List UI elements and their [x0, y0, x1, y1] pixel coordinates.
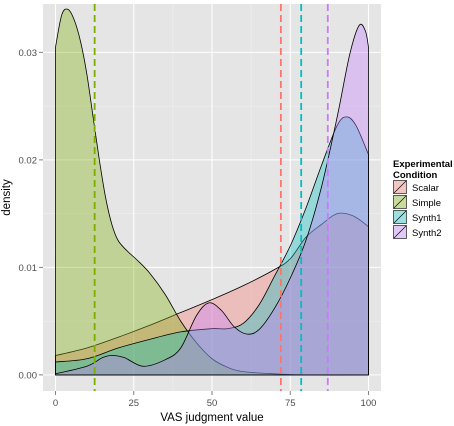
y-tick-label: 0.00	[19, 370, 38, 381]
legend-title-line-1: Experimental	[393, 159, 453, 170]
y-tick-label: 0.02	[19, 155, 38, 166]
mean-lines	[93, 4, 329, 391]
legend-label-scalar: Scalar	[412, 183, 439, 194]
density-area-simple	[55, 8, 369, 376]
x-tick-label: 50	[207, 398, 218, 409]
density-areas	[55, 8, 369, 376]
density-area-scalar	[55, 212, 369, 376]
legend-label-synth2: Synth2	[412, 228, 442, 239]
legend-label-simple: Simple	[412, 198, 441, 209]
legend: Experimental Condition Scalar Simple Synth…	[392, 159, 453, 240]
legend-label-synth1: Synth1	[412, 213, 442, 224]
x-tick-label: 0	[53, 398, 58, 409]
density-area-synth2	[55, 23, 369, 376]
density-area-synth1	[55, 116, 369, 376]
x-tick-label: 75	[285, 398, 296, 409]
y-tick-label: 0.01	[19, 263, 38, 274]
legend-key-diagonal	[393, 210, 407, 224]
axes: 0 25 50 75 100 0.00 0.01 0.02 0.03	[19, 48, 377, 409]
x-tick-label: 25	[128, 398, 139, 409]
legend-key-diagonal	[393, 225, 407, 239]
legend-key-diagonal	[393, 180, 407, 194]
legend-key-diagonal	[393, 195, 407, 209]
y-tick-label: 0.03	[19, 48, 38, 59]
x-tick-label: 100	[361, 398, 377, 409]
legend-title-line-2: Condition	[393, 170, 438, 181]
x-axis-label: VAS judgment value	[160, 412, 263, 424]
y-axis-label: density	[1, 179, 13, 216]
